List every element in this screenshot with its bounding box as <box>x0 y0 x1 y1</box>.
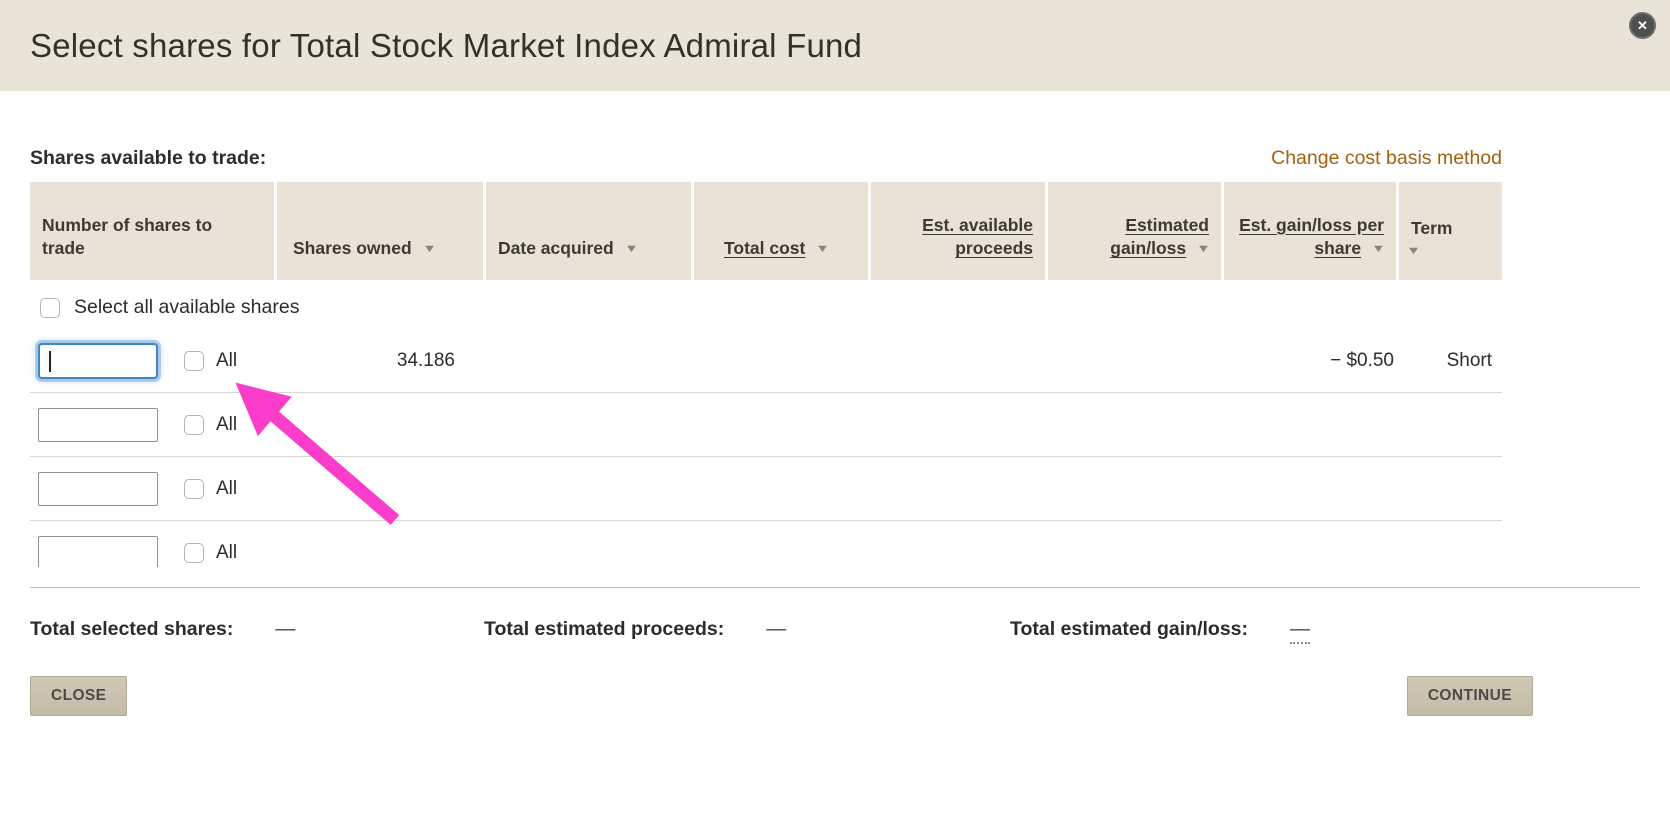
col-header-label: Term <box>1411 217 1453 238</box>
shares-available-label: Shares available to trade: <box>30 147 267 169</box>
est-gain-loss-per-share-value: − $0.50 <box>1330 349 1394 371</box>
change-cost-basis-link[interactable]: Change cost basis method <box>1271 147 1502 169</box>
all-checkbox[interactable] <box>184 542 204 563</box>
text-caret <box>49 350 51 372</box>
sort-arrow-icon[interactable]: ▼ <box>1406 245 1421 258</box>
all-shares-option[interactable]: All <box>184 350 237 372</box>
shares-to-trade-input[interactable] <box>38 407 158 442</box>
lot-input-cell: All <box>30 535 274 567</box>
sort-arrow-icon[interactable]: ▼ <box>623 243 639 256</box>
select-all-available-shares[interactable]: Select all available shares <box>40 296 1670 319</box>
col-header-estimated-gain-loss[interactable]: Estimated gain/loss ▼ <box>1048 182 1221 280</box>
col-header-label: Total cost <box>724 238 806 259</box>
all-checkbox[interactable] <box>184 350 204 371</box>
select-all-checkbox[interactable] <box>40 297 60 318</box>
continue-button[interactable]: CONTINUE <box>1406 676 1533 716</box>
col-header-term[interactable]: Term ▼ <box>1399 182 1502 280</box>
shares-to-trade-input[interactable] <box>38 342 158 379</box>
all-shares-option[interactable]: All <box>184 414 237 436</box>
shares-input-wrapper <box>38 342 158 379</box>
sort-arrow-icon[interactable]: ▼ <box>421 243 437 256</box>
lot-input-cell: All <box>30 407 274 442</box>
all-checkbox[interactable] <box>184 478 204 499</box>
sort-arrow-icon[interactable]: ▼ <box>1196 243 1211 256</box>
close-icon[interactable]: ✕ <box>1629 12 1656 39</box>
col-header-total-cost[interactable]: Total cost ▼ <box>694 182 868 280</box>
share-lot-row: All <box>30 521 1502 567</box>
all-shares-option[interactable]: All <box>184 542 237 564</box>
sort-arrow-icon[interactable]: ▼ <box>815 243 831 256</box>
col-header-label: Date acquired <box>498 238 614 259</box>
col-header-label: Est. gain/loss per share <box>1239 214 1384 259</box>
total-estimated-gain-loss-value[interactable]: — <box>1290 618 1311 644</box>
col-header-label: Number of shares to trade <box>42 214 213 259</box>
modal-header: Select shares for Total Stock Market Ind… <box>0 0 1670 91</box>
total-estimated-proceeds-value: — <box>766 618 787 640</box>
intro-row: Shares available to trade: Change cost b… <box>30 147 1502 170</box>
col-header-label: Est. available proceeds <box>922 214 1033 259</box>
col-header-label: Estimated gain/loss <box>1110 214 1209 259</box>
shares-to-trade-input[interactable] <box>38 535 158 567</box>
page-title: Select shares for Total Stock Market Ind… <box>30 26 863 64</box>
col-header-label: Shares owned <box>293 238 412 259</box>
all-shares-option[interactable]: All <box>184 478 237 500</box>
col-header-est-gain-loss-per-share[interactable]: Est. gain/loss per share ▼ <box>1224 182 1396 280</box>
share-lot-row: All 34.186 − $0.50 Short <box>30 329 1502 393</box>
col-header-date-acquired[interactable]: Date acquired ▼ <box>486 182 691 280</box>
footer-actions: CLOSE CONTINUE <box>30 676 1670 716</box>
total-estimated-proceeds: Total estimated proceeds: — <box>484 618 1010 641</box>
total-estimated-proceeds-label: Total estimated proceeds: <box>484 618 725 640</box>
col-header-est-available-proceeds[interactable]: Est. available proceeds <box>871 182 1045 280</box>
shares-owned-value: 34.186 <box>396 349 455 371</box>
table-header-row: Number of shares to trade Shares owned ▼ … <box>30 182 1502 280</box>
select-shares-modal: Select shares for Total Stock Market Ind… <box>0 0 1670 716</box>
all-label: All <box>216 541 238 563</box>
total-selected-shares-value: — <box>275 618 296 640</box>
all-label: All <box>216 349 238 371</box>
total-selected-shares: Total selected shares: — <box>30 618 484 641</box>
close-button[interactable]: CLOSE <box>30 676 128 716</box>
share-lots-list: All 34.186 − $0.50 Short All <box>30 329 1502 567</box>
totals-divider <box>30 587 1640 588</box>
total-selected-shares-label: Total selected shares: <box>30 618 234 640</box>
all-label: All <box>216 477 238 499</box>
modal-body: Shares available to trade: Change cost b… <box>0 91 1670 716</box>
all-label: All <box>216 413 238 435</box>
shares-to-trade-input[interactable] <box>38 471 158 506</box>
total-estimated-gain-loss-label: Total estimated gain/loss: <box>1010 618 1249 640</box>
totals-row: Total selected shares: — Total estimated… <box>30 618 1670 644</box>
col-header-number-of-shares: Number of shares to trade <box>30 182 274 280</box>
term-value: Short <box>1446 349 1492 371</box>
share-lot-row: All <box>30 457 1502 521</box>
all-checkbox[interactable] <box>184 414 204 435</box>
lot-input-cell: All <box>30 342 274 379</box>
share-lot-row: All <box>30 393 1502 457</box>
select-all-label: Select all available shares <box>74 296 300 318</box>
col-header-shares-owned[interactable]: Shares owned ▼ <box>277 182 483 280</box>
lot-input-cell: All <box>30 471 274 506</box>
sort-arrow-icon[interactable]: ▼ <box>1371 243 1386 256</box>
total-estimated-gain-loss: Total estimated gain/loss: — <box>1010 618 1311 644</box>
close-x-glyph: ✕ <box>1637 17 1648 33</box>
